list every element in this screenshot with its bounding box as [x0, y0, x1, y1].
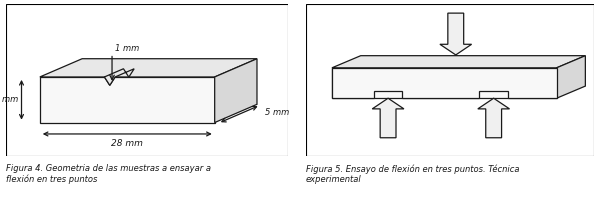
Text: 1 mm: 1 mm [115, 44, 140, 53]
Text: 5 mm: 5 mm [0, 95, 19, 104]
Polygon shape [440, 13, 472, 55]
Text: Figura 5. Ensayo de flexión en tres puntos. Técnica
experimental: Figura 5. Ensayo de flexión en tres punt… [306, 164, 520, 184]
Bar [40, 77, 215, 123]
Polygon shape [104, 77, 115, 85]
Text: Figura 4. Geometria de las muestras a ensayar a
flexión en tres puntos: Figura 4. Geometria de las muestras a en… [6, 164, 211, 184]
Text: 28 mm: 28 mm [112, 139, 143, 148]
Text: 5 mm: 5 mm [265, 108, 289, 117]
Polygon shape [557, 56, 586, 98]
Polygon shape [215, 59, 257, 123]
Polygon shape [332, 56, 586, 68]
Polygon shape [372, 98, 404, 138]
Polygon shape [104, 69, 134, 85]
Bar [332, 68, 557, 98]
Polygon shape [478, 98, 509, 138]
Polygon shape [40, 59, 257, 77]
Polygon shape [332, 68, 557, 98]
